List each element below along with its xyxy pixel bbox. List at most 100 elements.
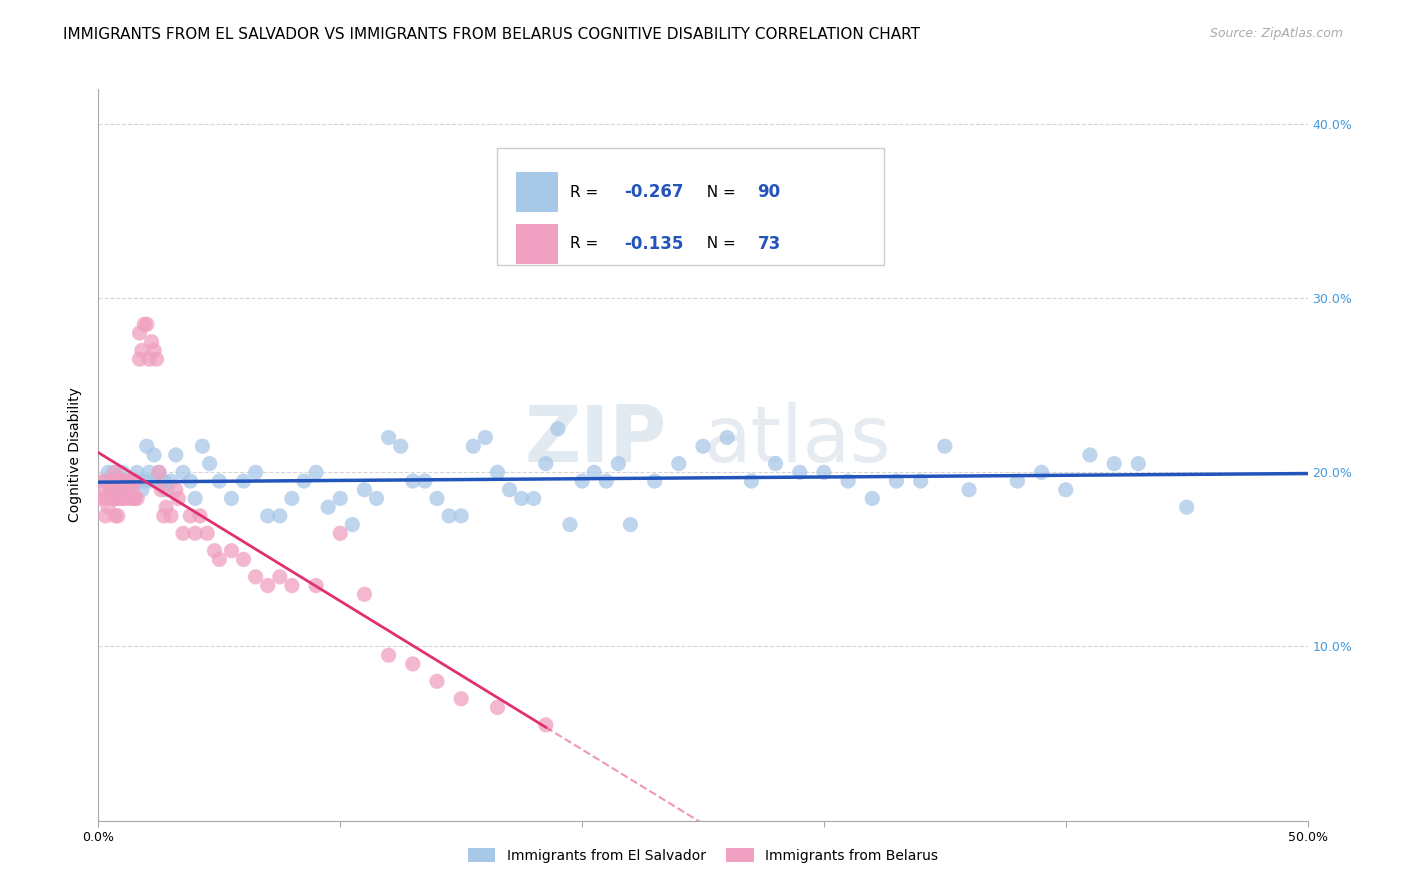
Point	[117, 474, 139, 488]
Point	[269, 508, 291, 523]
Text: 90: 90	[758, 183, 780, 202]
Text: -0.135: -0.135	[624, 235, 683, 252]
Point	[486, 466, 509, 480]
Point	[534, 718, 557, 732]
Point	[111, 474, 134, 488]
Text: N =: N =	[697, 185, 741, 200]
Point	[141, 334, 163, 349]
Point	[100, 474, 122, 488]
Point	[245, 570, 267, 584]
Point	[188, 508, 211, 523]
Point	[145, 352, 167, 367]
Point	[910, 474, 932, 488]
Point	[377, 430, 399, 444]
Point	[269, 570, 291, 584]
Point	[510, 491, 533, 506]
Point	[134, 474, 156, 488]
Point	[402, 474, 425, 488]
Point	[111, 466, 134, 480]
Point	[104, 491, 127, 506]
Point	[716, 430, 738, 444]
Point	[644, 474, 666, 488]
Text: -0.267: -0.267	[624, 183, 683, 202]
Point	[118, 474, 141, 488]
Point	[94, 491, 117, 506]
Point	[91, 483, 114, 497]
Text: atlas: atlas	[703, 402, 890, 478]
Point	[138, 466, 160, 480]
Point	[740, 474, 762, 488]
Point	[1078, 448, 1101, 462]
Point	[138, 352, 160, 367]
Point	[108, 474, 131, 488]
Point	[128, 474, 150, 488]
Point	[108, 483, 131, 497]
Legend: Immigrants from El Salvador, Immigrants from Belarus: Immigrants from El Salvador, Immigrants …	[463, 843, 943, 869]
Point	[121, 483, 143, 497]
Point	[160, 508, 183, 523]
Point	[107, 491, 129, 506]
Point	[450, 691, 472, 706]
Point	[128, 326, 150, 340]
Point	[195, 526, 218, 541]
Point	[329, 491, 352, 506]
Point	[97, 491, 120, 506]
Point	[101, 474, 124, 488]
Point	[128, 352, 150, 367]
Point	[101, 466, 124, 480]
Point	[208, 474, 231, 488]
Point	[353, 587, 375, 601]
Point	[837, 474, 859, 488]
Point	[152, 474, 174, 488]
Point	[101, 491, 124, 506]
Point	[91, 474, 114, 488]
Point	[486, 700, 509, 714]
Point	[221, 543, 243, 558]
Point	[292, 474, 315, 488]
Point	[668, 457, 690, 471]
Point	[118, 491, 141, 506]
Point	[118, 474, 141, 488]
Point	[1128, 457, 1150, 471]
Point	[450, 508, 472, 523]
Point	[179, 508, 201, 523]
Point	[135, 439, 157, 453]
Point	[281, 578, 304, 592]
Point	[342, 517, 364, 532]
Point	[131, 483, 153, 497]
Point	[97, 500, 120, 515]
Point	[595, 474, 617, 488]
Text: ZIP: ZIP	[524, 402, 666, 478]
Point	[111, 483, 134, 497]
Point	[131, 343, 153, 358]
Point	[463, 439, 485, 453]
Point	[90, 491, 112, 506]
Point	[107, 483, 129, 497]
Point	[94, 508, 117, 523]
Point	[100, 483, 122, 497]
Point	[121, 491, 143, 506]
Point	[104, 491, 127, 506]
Point	[104, 474, 127, 488]
Point	[148, 466, 170, 480]
Point	[547, 422, 569, 436]
Point	[1175, 500, 1198, 515]
Text: IMMIGRANTS FROM EL SALVADOR VS IMMIGRANTS FROM BELARUS COGNITIVE DISABILITY CORR: IMMIGRANTS FROM EL SALVADOR VS IMMIGRANT…	[63, 27, 921, 42]
Point	[179, 474, 201, 488]
Point	[108, 474, 131, 488]
Point	[104, 508, 127, 523]
Point	[221, 491, 243, 506]
Text: R =: R =	[569, 236, 603, 252]
Point	[281, 491, 304, 506]
Bar	[516, 224, 558, 264]
Point	[583, 466, 606, 480]
Point	[135, 318, 157, 332]
Point	[1031, 466, 1053, 480]
Bar	[498, 148, 884, 265]
Point	[97, 466, 120, 480]
Point	[198, 457, 221, 471]
Point	[245, 466, 267, 480]
Point	[957, 483, 980, 497]
Point	[607, 457, 630, 471]
Point	[256, 578, 278, 592]
